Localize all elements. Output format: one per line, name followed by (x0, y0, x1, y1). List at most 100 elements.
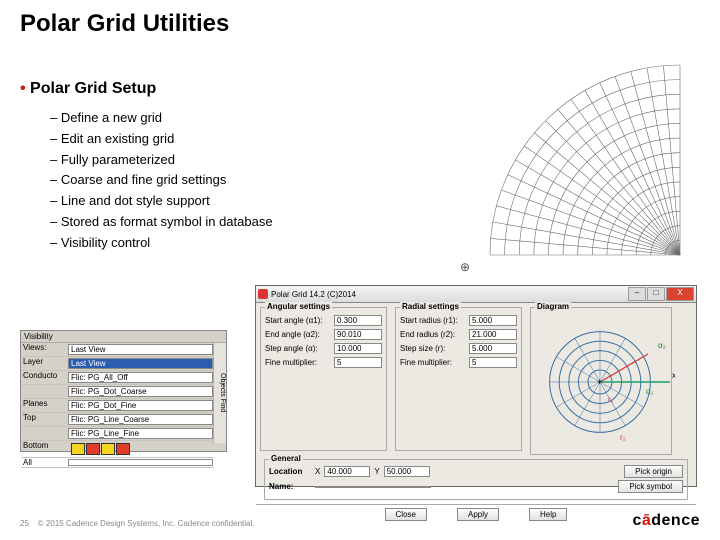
field-label: Start radius (r1): (400, 316, 469, 325)
bullet-item: Stored as format symbol in database (50, 212, 273, 233)
close-button[interactable]: Close (385, 508, 427, 521)
footer: 25 © 2015 Cadence Design Systems, Inc. C… (20, 519, 254, 528)
field-label: Step angle (α): (265, 344, 334, 353)
visibility-row[interactable]: Flic: PG_Line_Fine (21, 427, 214, 441)
radial-field: End radius (r2):21.000 (400, 329, 517, 340)
angular-field: Fine multiplier:5 (265, 357, 382, 368)
location-label: Location (269, 467, 311, 476)
copyright: © 2015 Cadence Design Systems, Inc. Cade… (38, 519, 255, 528)
y-input[interactable]: 50.000 (384, 466, 430, 477)
row-label: Planes (21, 399, 67, 412)
field-label: End radius (r2): (400, 330, 469, 339)
apply-button[interactable]: Apply (457, 508, 499, 521)
row-label: Views: (21, 343, 67, 356)
general-legend: General (269, 454, 303, 463)
radial-settings-group: Radial settings Start radius (r1):5.000E… (395, 307, 522, 451)
dialog-title-text: Polar Grid 14.2 (C)2014 (271, 290, 356, 299)
visibility-tab[interactable]: Visibility (21, 331, 226, 343)
minimize-button[interactable]: – (628, 287, 646, 301)
field-input[interactable]: 90.010 (334, 329, 382, 340)
cadence-logo: cādence (632, 512, 700, 530)
visibility-row[interactable]: LayerLast View (21, 357, 214, 371)
help-button[interactable]: Help (529, 508, 567, 521)
row-label (21, 385, 67, 398)
row-label: Top (21, 413, 67, 426)
visibility-panel: Visibility Objects Find Views:Last ViewL… (20, 330, 227, 452)
field-input[interactable]: 5.000 (469, 343, 517, 354)
bullet-item: Visibility control (50, 233, 273, 254)
visibility-row[interactable]: Flic: PG_Dot_Coarse (21, 385, 214, 399)
field-label: End angle (α2): (265, 330, 334, 339)
svg-text:α₂: α₂ (658, 341, 666, 350)
row-value[interactable]: Flic: PG_Dot_Fine (68, 400, 213, 411)
field-input[interactable]: 0.300 (334, 315, 382, 326)
visibility-row[interactable]: PlanesFlic: PG_Dot_Fine (21, 399, 214, 413)
radial-field: Step size (r):5.000 (400, 343, 517, 354)
angular-legend: Angular settings (265, 302, 332, 311)
row-label: Conducto (21, 371, 67, 384)
svg-text:α₁: α₁ (646, 387, 654, 396)
polar-grid-illustration (430, 60, 690, 260)
bullet-item: Line and dot style support (50, 191, 273, 212)
diagram-legend: Diagram (535, 302, 571, 311)
field-input[interactable]: 5 (469, 357, 517, 368)
dialog-app-icon (258, 289, 268, 299)
svg-text:x: x (672, 371, 675, 380)
visibility-row[interactable]: Views:Last View (21, 343, 214, 357)
bullet-list: Define a new gridEdit an existing gridFu… (50, 108, 273, 254)
row-value[interactable]: Flic: PG_Dot_Coarse (68, 386, 213, 397)
field-label: Fine multiplier: (400, 358, 469, 367)
row-label: Layer (21, 357, 67, 370)
dialog-titlebar[interactable]: Polar Grid 14.2 (C)2014 – □ X (256, 286, 696, 303)
row-value[interactable] (68, 459, 213, 466)
angular-settings-group: Angular settings Start angle (α1):0.300E… (260, 307, 387, 451)
field-label: Fine multiplier: (265, 358, 334, 367)
page-number: 25 (20, 519, 29, 528)
name-input[interactable] (315, 486, 431, 488)
field-input[interactable]: 10.000 (334, 343, 382, 354)
bullet-item: Coarse and fine grid settings (50, 170, 273, 191)
row-label (21, 427, 67, 440)
general-group: General Location X 40.000 Y 50.000 Pick … (260, 459, 692, 500)
row-value[interactable]: Flic: PG_Line_Coarse (68, 414, 213, 425)
origin-crosshair-icon: ⊕ (460, 260, 470, 274)
angular-field: Step angle (α):10.000 (265, 343, 382, 354)
bullet-item: Define a new grid (50, 108, 273, 129)
field-label: Start angle (α1): (265, 316, 334, 325)
diagram-group: Diagram +α₂xr₂r₁α₁ (530, 307, 672, 455)
row-value[interactable]: Last View (68, 344, 213, 355)
x-input[interactable]: 40.000 (324, 466, 370, 477)
y-label: Y (374, 467, 379, 476)
row-value[interactable]: Flic: PG_Line_Fine (68, 428, 213, 439)
field-input[interactable]: 5 (334, 357, 382, 368)
field-input[interactable]: 5.000 (469, 315, 517, 326)
visibility-row[interactable]: All (21, 458, 214, 468)
row-label: Bottom (21, 441, 67, 457)
row-value[interactable] (68, 442, 213, 456)
svg-text:+: + (597, 377, 602, 387)
field-input[interactable]: 21.000 (469, 329, 517, 340)
visibility-row[interactable]: TopFlic: PG_Line_Coarse (21, 413, 214, 427)
visibility-row[interactable]: Bottom (21, 441, 214, 458)
side-tab-objects-find[interactable]: Objects Find (213, 343, 226, 443)
close-button[interactable]: X (666, 287, 694, 301)
row-value[interactable]: Flic: PG_All_Off (68, 372, 213, 383)
field-label: Step size (r): (400, 344, 469, 353)
visibility-row[interactable]: ConductoFlic: PG_All_Off (21, 371, 214, 385)
svg-text:r₂: r₂ (620, 433, 626, 442)
angular-field: End angle (α2):90.010 (265, 329, 382, 340)
radial-legend: Radial settings (400, 302, 461, 311)
bullet-item: Fully parameterized (50, 150, 273, 171)
slide-title: Polar Grid Utilities (20, 10, 229, 38)
radial-field: Start radius (r1):5.000 (400, 315, 517, 326)
svg-text:r₁: r₁ (608, 395, 614, 404)
name-label: Name: (269, 482, 311, 491)
section-heading: Polar Grid Setup (20, 80, 156, 98)
radial-field: Fine multiplier:5 (400, 357, 517, 368)
pick-origin-button[interactable]: Pick origin (624, 465, 683, 478)
maximize-button[interactable]: □ (647, 287, 665, 301)
polar-grid-dialog: Polar Grid 14.2 (C)2014 – □ X Angular se… (255, 285, 697, 487)
pick-symbol-button[interactable]: Pick symbol (618, 480, 683, 493)
bullet-item: Edit an existing grid (50, 129, 273, 150)
row-value[interactable]: Last View (68, 358, 213, 369)
